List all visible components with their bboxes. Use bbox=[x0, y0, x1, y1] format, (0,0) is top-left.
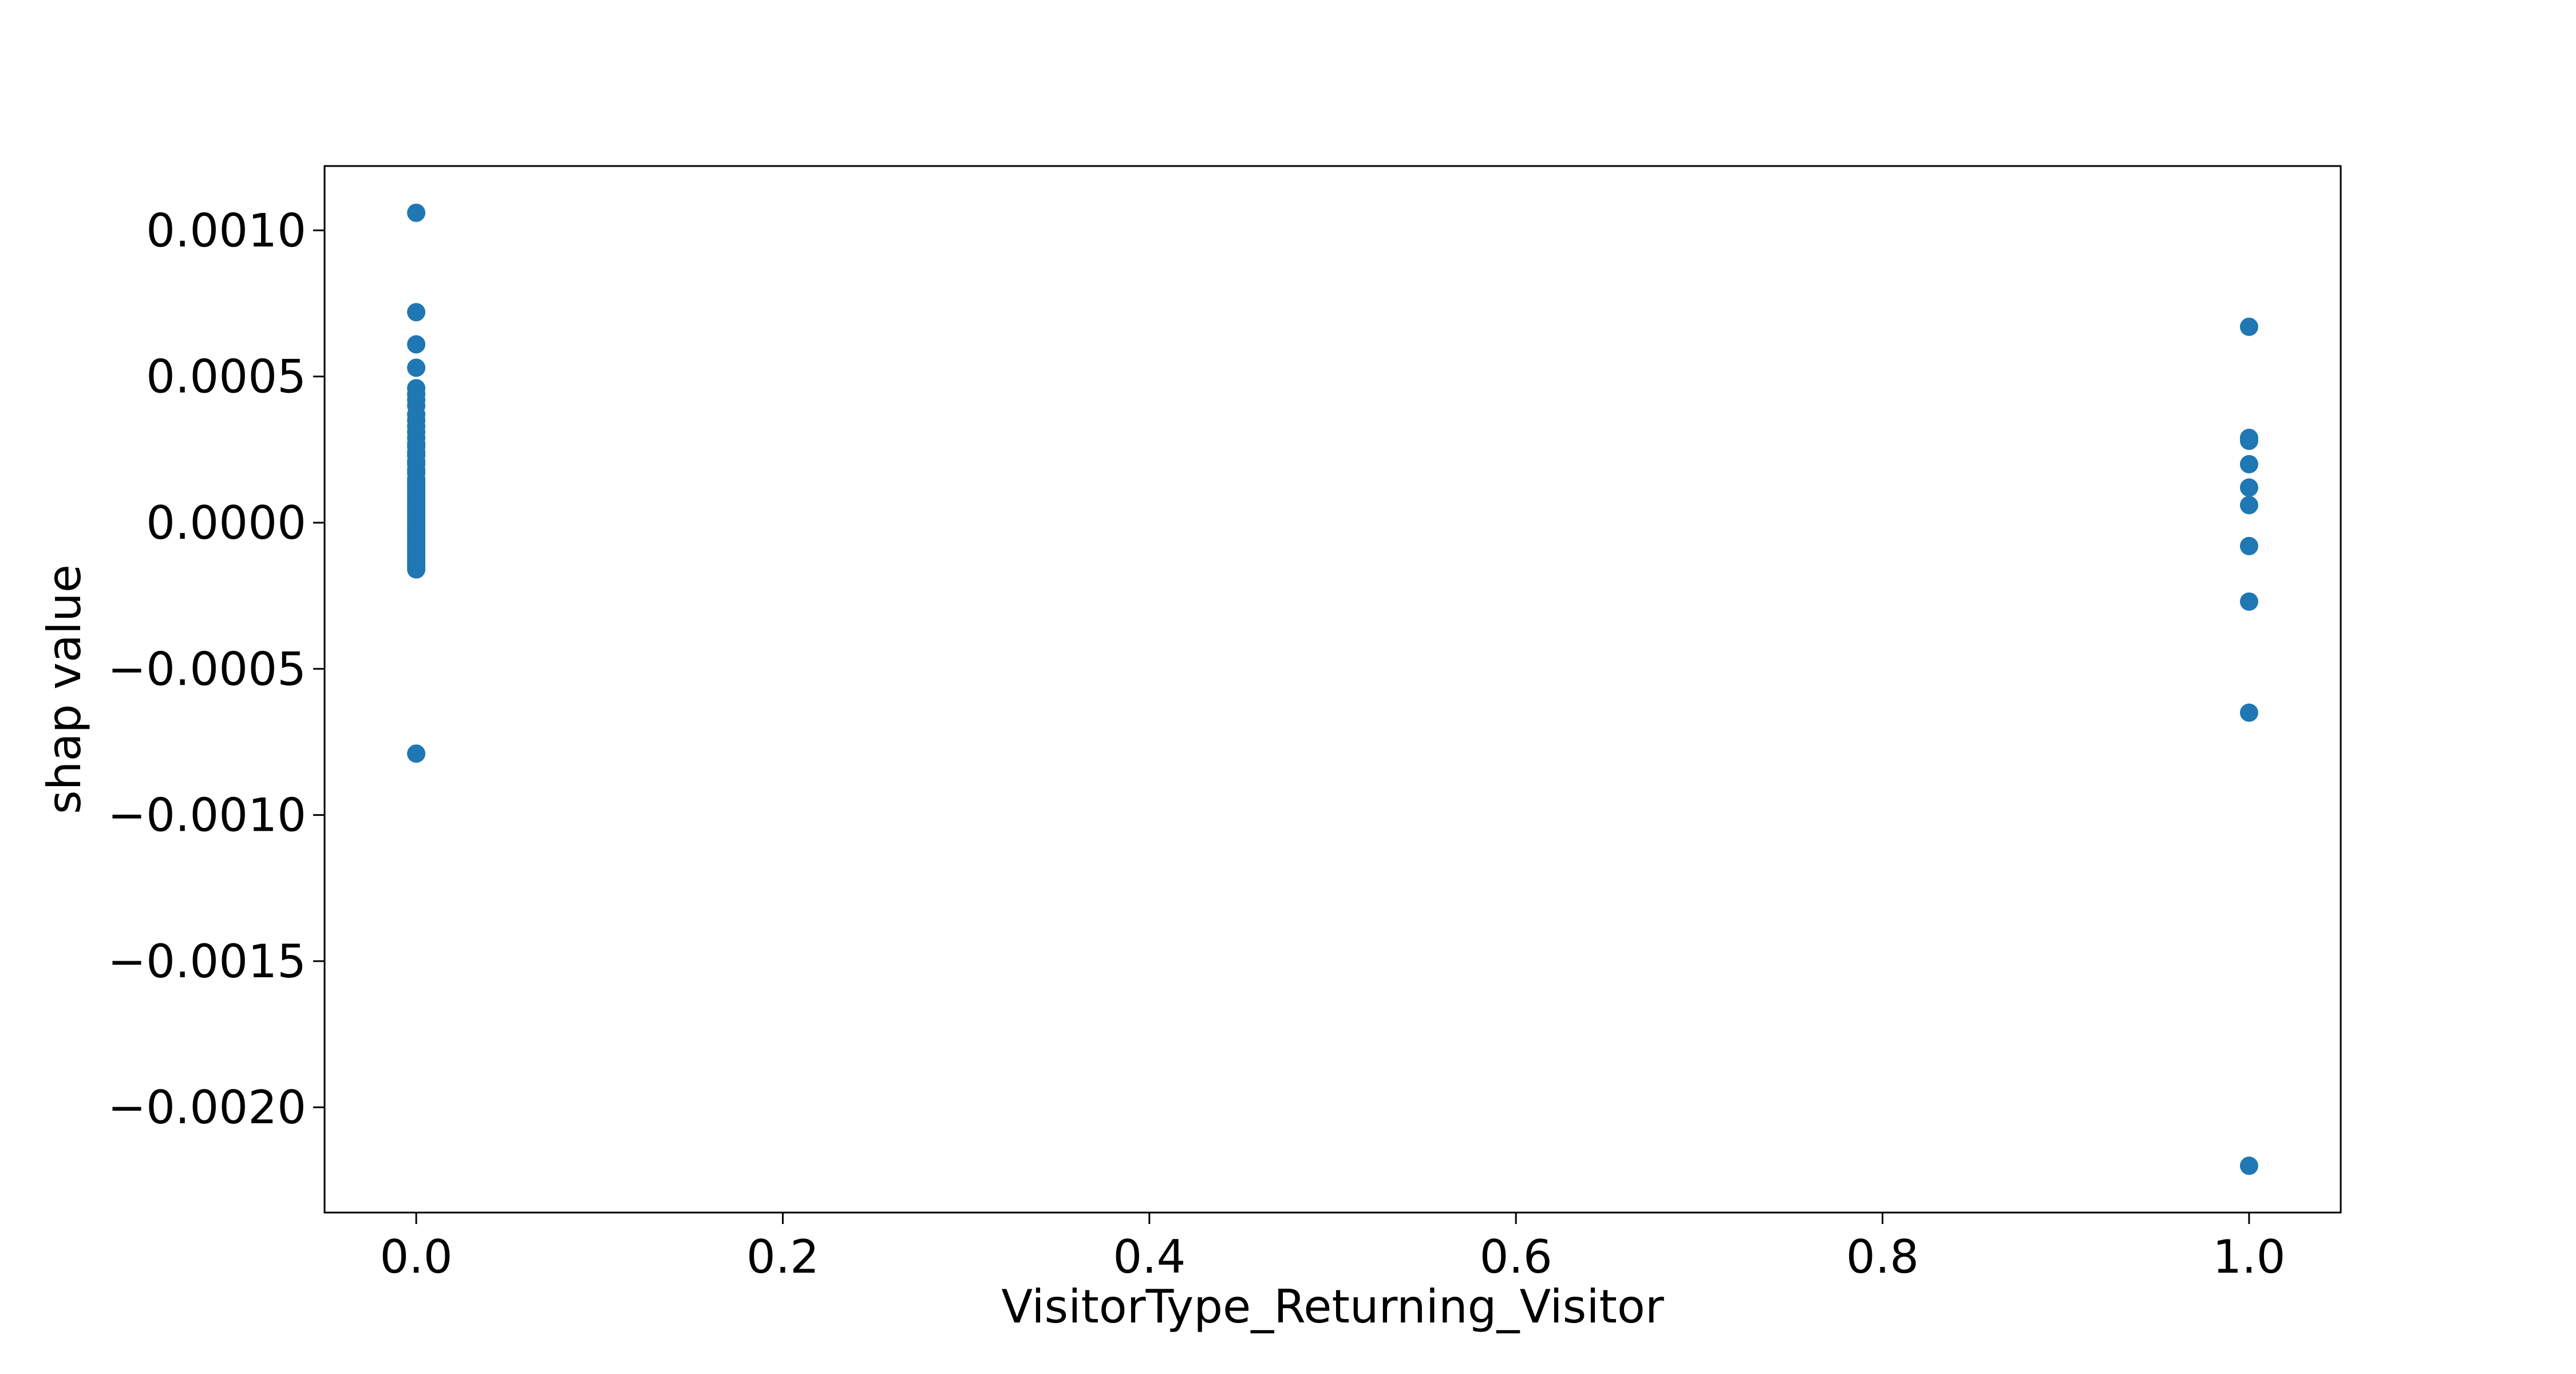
x-tick-label: 0.4 bbox=[1113, 1230, 1186, 1284]
scatter-point bbox=[2239, 478, 2258, 497]
y-tick-label: 0.0005 bbox=[146, 350, 306, 404]
x-tick-label: 0.0 bbox=[380, 1230, 452, 1284]
scatter-point bbox=[2239, 431, 2258, 450]
scatter-point bbox=[2239, 455, 2258, 473]
x-tick-label: 0.2 bbox=[746, 1230, 819, 1284]
scatter-point bbox=[2239, 317, 2258, 336]
ticks-layer: 0.0 0.2 0.4 0.6 0.8 1.0 0.0010 0.0005 0.0000 −0.0… bbox=[108, 204, 2285, 1284]
x-axis-label: VisitorType_Returning_Visitor bbox=[1001, 1280, 1664, 1333]
y-tick-label: 0.0000 bbox=[146, 496, 306, 550]
x-tick-label: 0.6 bbox=[1480, 1230, 1552, 1284]
x-tick-label: 1.0 bbox=[2212, 1230, 2285, 1284]
y-tick-label: −0.0020 bbox=[108, 1081, 306, 1134]
x-tick-label: 0.8 bbox=[1846, 1230, 1919, 1284]
y-axis-label: shap value bbox=[38, 564, 91, 814]
scatter-point bbox=[2239, 536, 2258, 555]
points-layer bbox=[407, 203, 2258, 1175]
scatter-point bbox=[407, 335, 426, 354]
scatter-point bbox=[407, 560, 426, 579]
y-tick-label: −0.0010 bbox=[108, 789, 306, 842]
scatter-point bbox=[407, 203, 426, 222]
scatter-point bbox=[2239, 592, 2258, 611]
scatter-point bbox=[407, 358, 426, 377]
scatter-point bbox=[407, 744, 426, 763]
y-tick-label: −0.0005 bbox=[108, 642, 306, 696]
y-tick-label: 0.0010 bbox=[146, 204, 306, 257]
scatter-point bbox=[2239, 703, 2258, 722]
axes-frame bbox=[323, 165, 2342, 1214]
scatter-point bbox=[407, 303, 426, 322]
scatter-point bbox=[2239, 496, 2258, 515]
scatter-point bbox=[2239, 1156, 2258, 1175]
y-tick-label: −0.0015 bbox=[108, 935, 306, 988]
